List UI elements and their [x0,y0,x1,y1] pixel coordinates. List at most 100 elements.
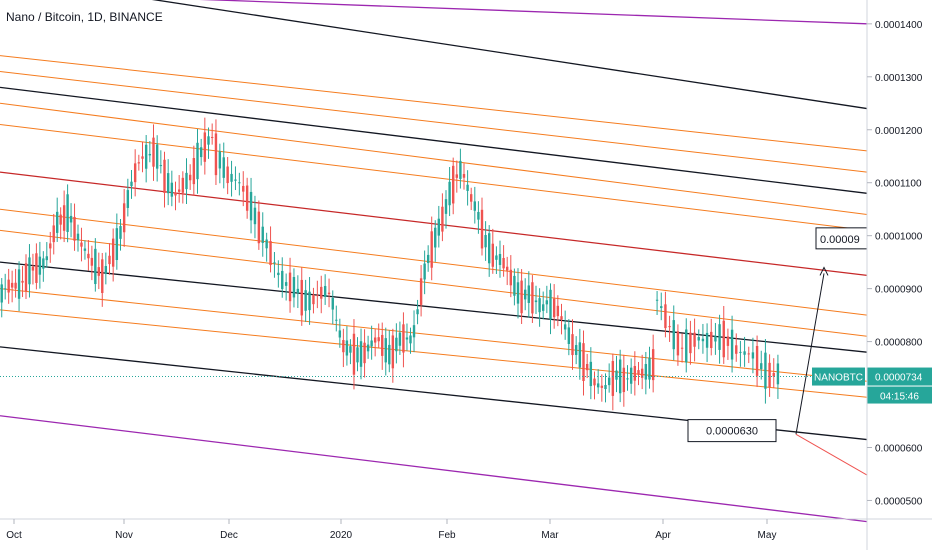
candle-body [24,263,28,292]
candle-body [668,326,671,328]
candle-body [480,209,484,249]
candle-body [538,298,541,313]
projection-arrow-head [819,266,829,276]
candle-body [651,349,655,381]
candle-body [710,331,713,349]
candle-body [743,351,746,355]
candle-body [31,266,35,271]
candle-body [655,299,659,301]
candle-body [28,257,31,285]
candle-body [108,255,111,265]
candle-body [585,363,589,371]
candle-body [170,182,174,197]
candle-body [430,231,433,268]
symbol-tag [812,367,865,386]
candle-body [426,254,430,264]
candle-body [462,174,466,178]
candle-body [177,189,181,192]
support-box-label: 0.0000630 [706,426,758,438]
countdown-label: 04:15:46 [880,392,919,403]
candle-body [304,290,307,311]
trendline-black [0,261,868,353]
trendline-red [0,171,868,277]
candle-body [265,239,268,249]
candle-body [73,216,76,241]
candle-body [437,218,440,236]
candle-body [633,366,637,381]
candle-body [80,242,83,247]
x-tick-label: Apr [655,530,671,541]
candle-body [604,384,607,390]
candle-body [509,269,512,286]
candle-body [199,147,203,158]
candle-body [42,258,45,269]
support-box [687,419,777,443]
candle-body [381,334,384,356]
y-tick-label: 0.0000600 [875,444,923,455]
candle-body [648,357,651,380]
candle-body [238,182,241,184]
candle-body [477,211,480,220]
candle-body [672,320,675,350]
x-tick-label: Feb [438,530,456,541]
candle-body [130,181,133,187]
candle-body [292,277,296,298]
candle-body [701,338,705,342]
candle-body [578,342,582,368]
candle-body [115,228,119,261]
candle-body [230,173,233,182]
candle-body [660,306,663,309]
candle-body [423,263,426,280]
candle-body [593,378,596,386]
candle-body [296,288,300,294]
candle-body [101,259,104,293]
candle-body [0,284,3,303]
candle-body [685,329,688,363]
candle-body [664,304,667,329]
y-tick-label: 0.0000900 [875,285,923,296]
trendline-black [151,0,868,110]
candle-body [196,142,199,180]
last-price-label-bg [867,367,932,386]
last-price-label: 0.0000734 [875,373,923,384]
candle-body [495,255,498,260]
candle-body [534,300,538,303]
candle-body [188,174,192,181]
candle-body [697,337,700,341]
candle-body [567,327,571,344]
candle-body [545,300,549,305]
candle-body [520,280,523,314]
candle-body [722,320,725,358]
candle-body [323,286,327,297]
candle-body [133,163,137,183]
candle-body [152,137,155,167]
candle-body [484,235,487,248]
candle-body [768,362,771,387]
candle-body [615,370,618,380]
y-tick-label: 0.0001000 [875,232,923,243]
candle-body [373,337,377,343]
candle-body [363,342,366,364]
candle-body [277,272,280,276]
candle-body [516,282,520,304]
candle-body [563,324,567,330]
candle-body [455,174,458,178]
projection-arrow-line [795,273,825,435]
candle-body [245,185,249,211]
candle-body [352,333,356,375]
y-tick-label: 0.0001400 [875,20,923,31]
y-tick-label: 0.0000500 [875,496,923,507]
candle-body [676,331,680,356]
candle-body [409,335,412,344]
candle-body [488,233,491,264]
candle-body [17,269,21,299]
candle-body [629,367,633,384]
candle-body [159,165,163,167]
candle-body [4,288,7,290]
candle-body [772,373,775,377]
candle-body [192,158,196,185]
candle-body [320,286,323,299]
candle-body [747,353,750,355]
candle-body [391,335,395,369]
